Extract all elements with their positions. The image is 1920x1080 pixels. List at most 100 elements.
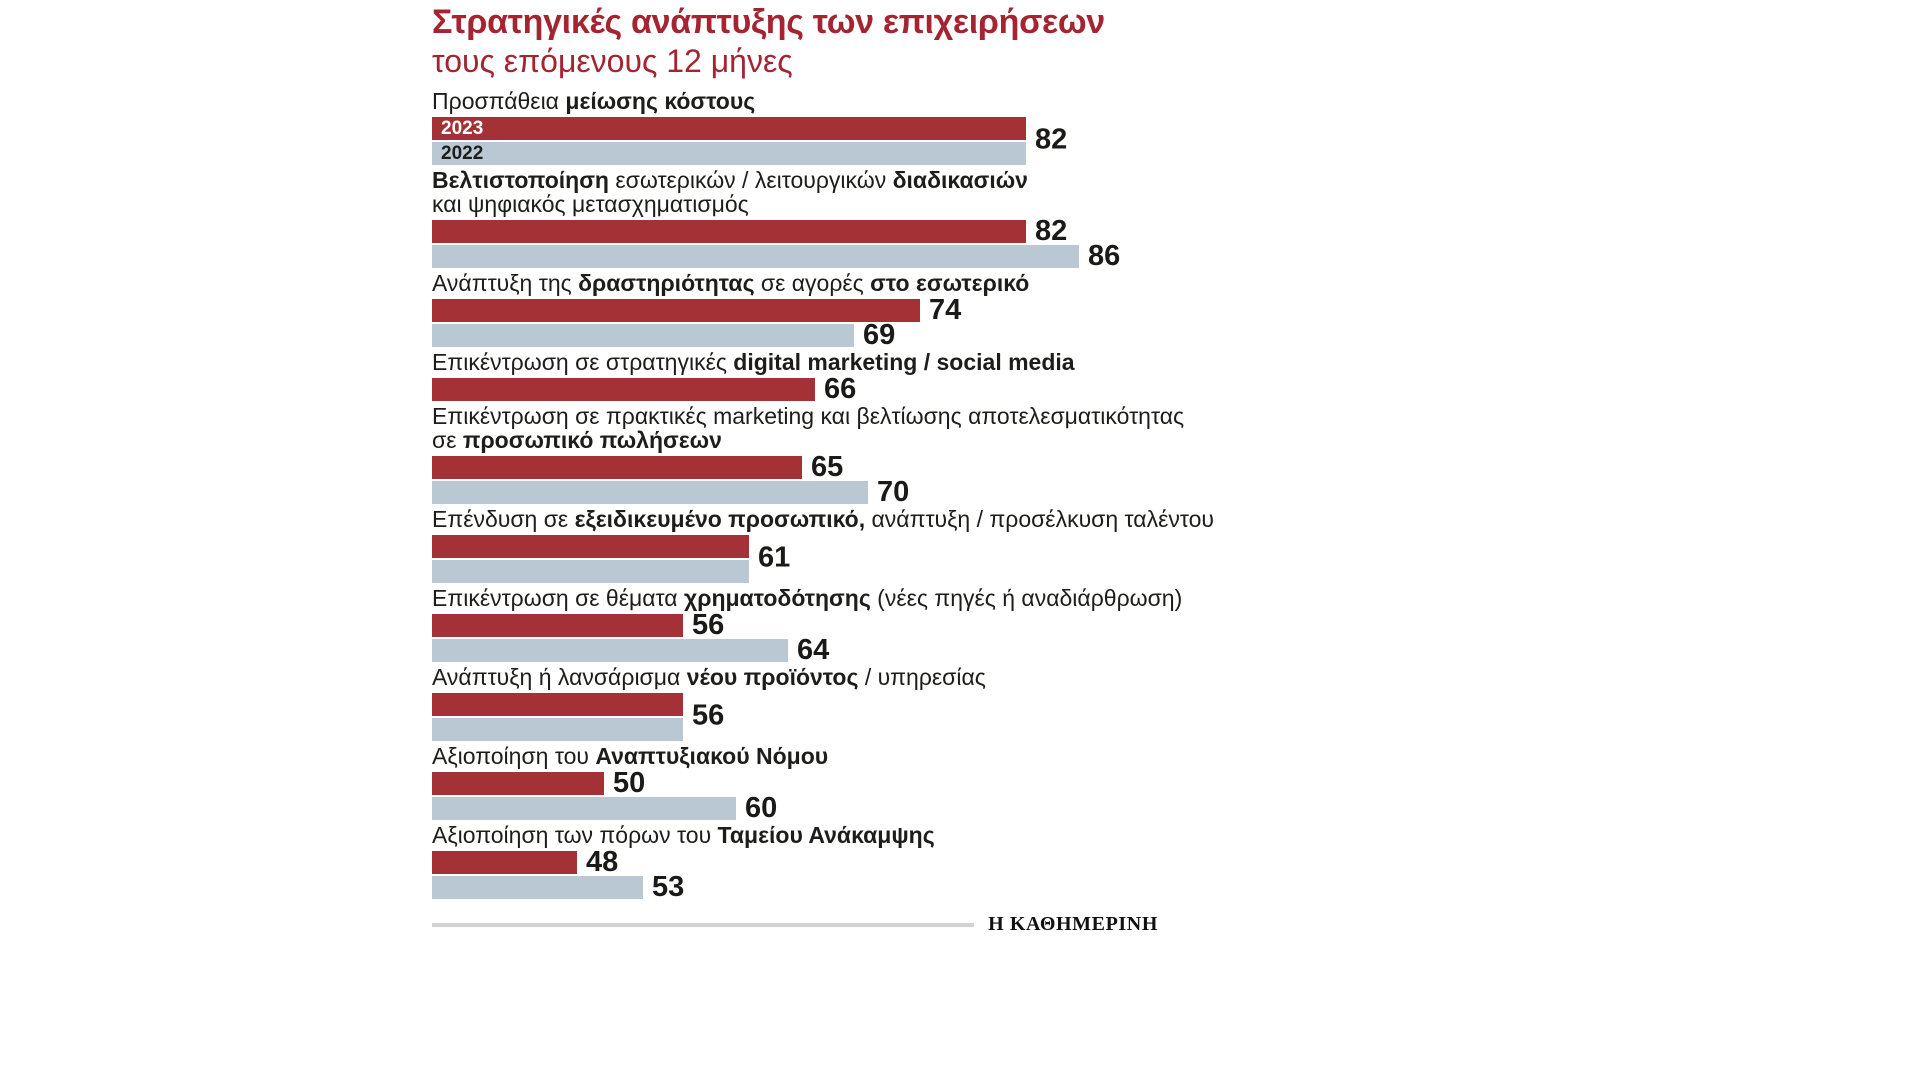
bar-row: 65: [432, 451, 1158, 483]
label-text: (νέες πηγές ή αναδιάρθρωση): [870, 585, 1183, 611]
label-text: Επικέντρωση σε πρακτικές marketing και β…: [432, 403, 1185, 429]
value-label-2022: 69: [863, 319, 896, 351]
value-label-2022: 70: [877, 476, 910, 508]
value-label-shared: 56: [692, 699, 725, 732]
label-text: δραστηριότητας: [578, 270, 755, 296]
bar-row: 53: [432, 873, 1158, 902]
category-label-line: Επικέντρωση σε θέματα χρηματοδότησης (νέ…: [432, 585, 1182, 611]
bar-2022: [432, 560, 749, 583]
bar-2023: 2023: [432, 117, 1026, 140]
label-text: Βελτιστοποίηση: [432, 167, 609, 193]
category-label-line: Προσπάθεια μείωσης κόστους: [432, 89, 1158, 113]
bar-2023: [432, 535, 749, 558]
bar-pair: 65 70: [432, 451, 1158, 508]
value-label-shared: 82: [1035, 123, 1068, 156]
bar-row: [432, 718, 1158, 741]
chart-category: Επικέντρωση σε θέματα χρηματοδότησης (νέ…: [432, 585, 1182, 665]
category-label: Αξιοποίηση του Αναπτυξιακού Νόμου: [432, 744, 1158, 768]
label-text: σε αγορές: [754, 270, 871, 296]
category-label-line: Επένδυση σε εξειδικευμένο προσωπικό, ανά…: [432, 506, 1214, 532]
label-text: εξειδικευμένο προσωπικό,: [574, 506, 866, 532]
chart-category: Επικέντρωση σε στρατηγικές digital marke…: [432, 350, 1158, 404]
category-label-line: σε προσωπικό πωλήσεων: [432, 428, 1158, 452]
label-text: νέου προϊόντος: [686, 664, 859, 690]
category-label-line: Επικέντρωση σε στρατηγικές digital marke…: [432, 350, 1158, 374]
value-label-2023: 82: [1035, 215, 1068, 247]
chart-title: Στρατηγικές ανάπτυξης των επιχειρήσεων: [432, 3, 1105, 41]
value-label-2023: 65: [811, 451, 844, 483]
bar-row: 2023: [432, 117, 1158, 140]
chart-category: Βελτιστοποίηση εσωτερικών / λειτουργικών…: [432, 168, 1158, 272]
bar-row: 2022: [432, 142, 1158, 165]
category-label: Αξιοποίηση των πόρων του Ταμείου Ανάκαμψ…: [432, 823, 1158, 847]
label-text: Αναπτυξιακού Νόμου: [595, 743, 829, 769]
category-label: Επένδυση σε εξειδικευμένο προσωπικό, ανά…: [432, 506, 1214, 532]
label-text: Επικέντρωση σε στρατηγικές: [432, 349, 734, 375]
bar-row: 74: [432, 294, 1158, 326]
category-label: Βελτιστοποίηση εσωτερικών / λειτουργικών…: [432, 168, 1158, 216]
label-text: διαδικασιών: [892, 167, 1028, 193]
label-text: χρηματοδότησης: [683, 585, 871, 611]
label-text: Αξιοποίηση των πόρων του: [432, 822, 718, 848]
bar-row: 50: [432, 767, 1158, 799]
bar-pair: 66: [432, 375, 1158, 404]
value-label-shared: 61: [758, 541, 791, 574]
chart-category: Ανάπτυξη της δραστηριότητας σε αγορές στ…: [432, 271, 1158, 351]
label-text: Προσπάθεια: [432, 88, 566, 114]
bar-2022: [432, 718, 683, 741]
bar-row: 70: [432, 476, 1158, 508]
source-logo: Η ΚΑΘΗΜΕΡΙΝΗ: [988, 913, 1158, 935]
bar-2022: 2022: [432, 142, 1026, 165]
bar-2022: [432, 797, 736, 820]
value-label-2022: 86: [1088, 240, 1121, 272]
category-label: Ανάπτυξη ή λανσάρισμα νέου προϊόντος / υ…: [432, 665, 1158, 689]
category-label-line: Ανάπτυξη ή λανσάρισμα νέου προϊόντος / υ…: [432, 665, 1158, 689]
bar-2023: [432, 220, 1026, 243]
bar-pair: 50 60: [432, 767, 1158, 824]
value-label-2023: 50: [613, 767, 646, 799]
value-label-2023: 48: [586, 846, 619, 878]
category-label: Ανάπτυξη της δραστηριότητας σε αγορές στ…: [432, 271, 1158, 295]
bar-2022: [432, 324, 854, 347]
chart-category: Ανάπτυξη ή λανσάρισμα νέου προϊόντος / υ…: [432, 665, 1158, 741]
bar-row: 86: [432, 240, 1158, 272]
series-label-2023: 2023: [441, 118, 484, 139]
label-text: Αξιοποίηση του: [432, 743, 596, 769]
bar-2023: [432, 693, 683, 716]
chart-container: Στρατηγικές ανάπτυξης των επιχειρήσεων τ…: [432, 2, 1214, 936]
category-label-line: Αξιοποίηση του Αναπτυξιακού Νόμου: [432, 744, 1158, 768]
label-text: Ταμείου Ανάκαμψης: [717, 822, 935, 848]
label-text: σε: [432, 427, 463, 453]
bar-row: 82: [432, 215, 1158, 247]
footer-divider: [432, 922, 975, 927]
label-text: Επικέντρωση σε θέματα: [432, 585, 684, 611]
bar-2022: [432, 639, 788, 662]
bar-2023: [432, 614, 683, 637]
label-text: Ανάπτυξη της: [432, 270, 579, 296]
category-label-line: και ψηφιακός μετασχηματισμός: [432, 192, 1158, 216]
bar-row: [432, 560, 1158, 583]
value-label-2023: 74: [929, 294, 962, 326]
bar-pair: 74 69: [432, 294, 1158, 351]
bar-row: 64: [432, 636, 1158, 665]
bar-pair: 56: [432, 693, 1158, 741]
label-text: ανάπτυξη / προσέλκυση ταλέντου: [865, 506, 1214, 532]
bar-row: 60: [432, 792, 1158, 824]
bar-2023: [432, 772, 604, 795]
bar-row: [432, 535, 1158, 558]
bar-pair: 2023 2022 82: [432, 117, 1158, 165]
chart-subtitle: τους επόμενους 12 μήνες: [432, 43, 793, 79]
bar-2022: [432, 245, 1079, 268]
bar-2023: [432, 456, 802, 479]
label-text: και ψηφιακός μετασχηματισμός: [432, 191, 749, 217]
bar-2023: [432, 851, 577, 874]
bar-pair: 48 53: [432, 846, 1158, 902]
bar-row: 69: [432, 319, 1158, 351]
value-label-2022: 60: [745, 792, 778, 824]
category-label-line: Βελτιστοποίηση εσωτερικών / λειτουργικών…: [432, 168, 1158, 192]
category-label: Προσπάθεια μείωσης κόστους: [432, 89, 1158, 113]
bar-row: 66: [432, 375, 1158, 404]
chart-category: Αξιοποίηση του Αναπτυξιακού Νόμου 50 60: [432, 744, 1158, 824]
bar-2023: [432, 378, 815, 401]
